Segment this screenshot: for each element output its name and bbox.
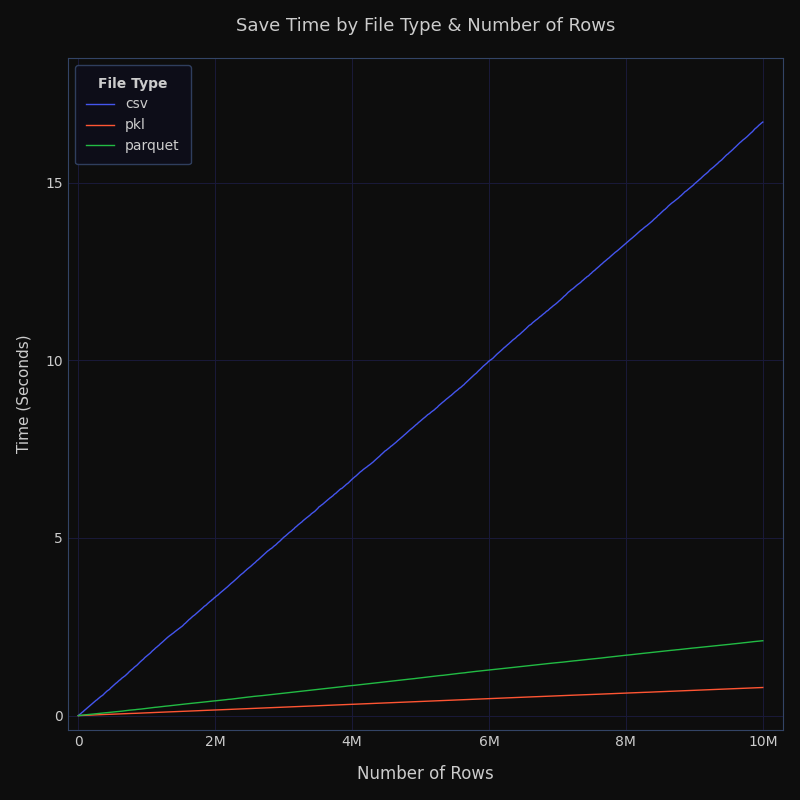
Legend: csv, pkl, parquet: csv, pkl, parquet xyxy=(75,66,190,165)
parquet xyxy=(543,658,553,668)
Line: parquet: parquet xyxy=(78,641,762,715)
Title: Save Time by File Type & Number of Rows: Save Time by File Type & Number of Rows xyxy=(236,17,615,34)
parquet xyxy=(607,652,617,662)
pkl xyxy=(74,710,83,720)
pkl xyxy=(758,682,767,692)
pkl xyxy=(375,698,385,708)
pkl xyxy=(619,688,629,698)
parquet xyxy=(143,703,153,713)
csv xyxy=(619,240,629,250)
csv xyxy=(758,118,767,127)
csv xyxy=(375,451,385,461)
parquet xyxy=(350,681,360,690)
pkl xyxy=(350,699,360,709)
pkl xyxy=(607,689,617,698)
parquet xyxy=(619,650,629,660)
csv xyxy=(607,250,617,260)
pkl xyxy=(143,708,153,718)
parquet xyxy=(758,636,767,646)
Line: pkl: pkl xyxy=(78,687,762,715)
csv xyxy=(74,710,83,720)
csv xyxy=(543,306,553,315)
csv xyxy=(143,650,153,659)
csv xyxy=(350,472,360,482)
Line: csv: csv xyxy=(78,122,762,715)
parquet xyxy=(375,678,385,687)
pkl xyxy=(543,691,553,701)
X-axis label: Number of Rows: Number of Rows xyxy=(358,766,494,783)
Y-axis label: Time (Seconds): Time (Seconds) xyxy=(17,335,32,454)
parquet xyxy=(74,710,83,720)
